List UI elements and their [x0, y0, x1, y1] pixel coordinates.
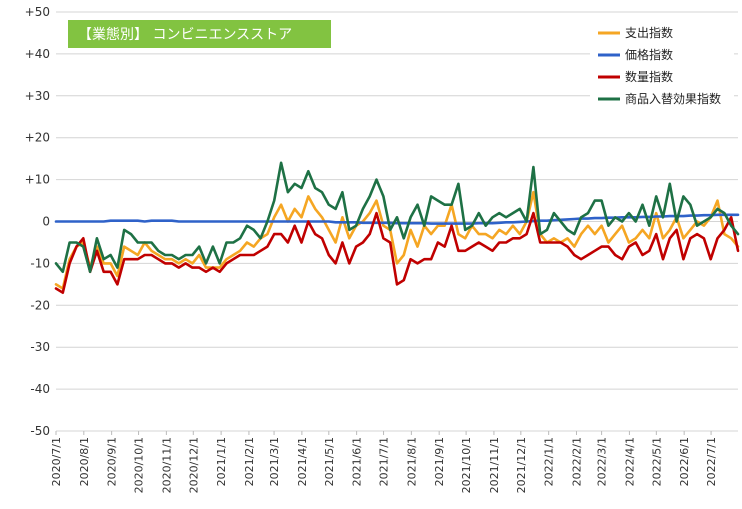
x-tick-label: 2021/6/1 [351, 437, 364, 486]
x-tick-label: 2020/12/1 [187, 437, 200, 493]
x-tick-label: 2020/7/1 [50, 437, 63, 486]
x-axis-ticks: 2020/7/1 2020/8/1 2020/9/1 2020/10/1 2020/11… [50, 431, 718, 493]
y-tick-label: +10 [25, 173, 50, 187]
x-tick-label: 2020/9/1 [106, 437, 119, 486]
y-tick-label: -20 [30, 298, 50, 312]
x-tick-label: 2022/3/1 [596, 437, 609, 486]
x-tick-label: 2021/8/1 [405, 437, 418, 486]
y-tick-label: +30 [25, 89, 50, 103]
x-tick-label: 2021/12/1 [515, 437, 528, 493]
y-tick-label: -40 [30, 382, 50, 396]
x-tick-label: 2021/2/1 [243, 437, 256, 486]
x-tick-label: 2022/1/1 [543, 437, 556, 486]
y-tick-label: +50 [25, 5, 50, 19]
y-tick-label: +20 [25, 131, 50, 145]
y-tick-label: 0 [42, 215, 50, 229]
legend-label: 商品入替効果指数 [625, 91, 721, 106]
x-tick-label: 2022/4/1 [623, 437, 636, 486]
series-line-3 [54, 211, 740, 295]
x-tick-label: 2021/11/1 [488, 437, 501, 493]
x-tick-label: 2021/9/1 [433, 437, 446, 486]
series-line-1 [54, 190, 740, 290]
series-lines [54, 161, 740, 295]
x-tick-label: 2021/4/1 [296, 437, 309, 486]
x-tick-label: 2021/7/1 [378, 437, 391, 486]
y-tick-label: -50 [30, 424, 50, 438]
series-line-4 [54, 161, 740, 274]
x-tick-label: 2021/10/1 [460, 437, 473, 493]
x-tick-label: 2020/10/1 [133, 437, 146, 493]
x-tick-label: 2021/5/1 [323, 437, 336, 486]
y-axis-ticks: +50 +40 +30 +20 +10 0 -10 -20 -30 -40 -50 [25, 5, 50, 438]
y-tick-label: +40 [25, 47, 50, 61]
x-tick-label: 2020/8/1 [78, 437, 91, 486]
chart-title: 【業態別】 コンビニエンスストア [78, 27, 292, 43]
x-tick-label: 2021/1/1 [215, 437, 228, 486]
x-tick-label: 2022/5/1 [650, 437, 663, 486]
chart-title-box: 【業態別】 コンビニエンスストア [68, 20, 331, 48]
y-tick-label: -10 [30, 256, 50, 270]
y-tick-label: -30 [30, 340, 50, 354]
x-tick-label: 2022/7/1 [705, 437, 718, 486]
x-tick-label: 2022/2/1 [570, 437, 583, 486]
x-tick-label: 2020/11/1 [160, 437, 173, 493]
x-tick-label: 2022/6/1 [678, 437, 691, 486]
x-tick-label: 2021/3/1 [268, 437, 281, 486]
legend-label: 数量指数 [625, 69, 673, 84]
legend-label: 支出指数 [625, 25, 673, 40]
legend-label: 価格指数 [625, 47, 673, 62]
